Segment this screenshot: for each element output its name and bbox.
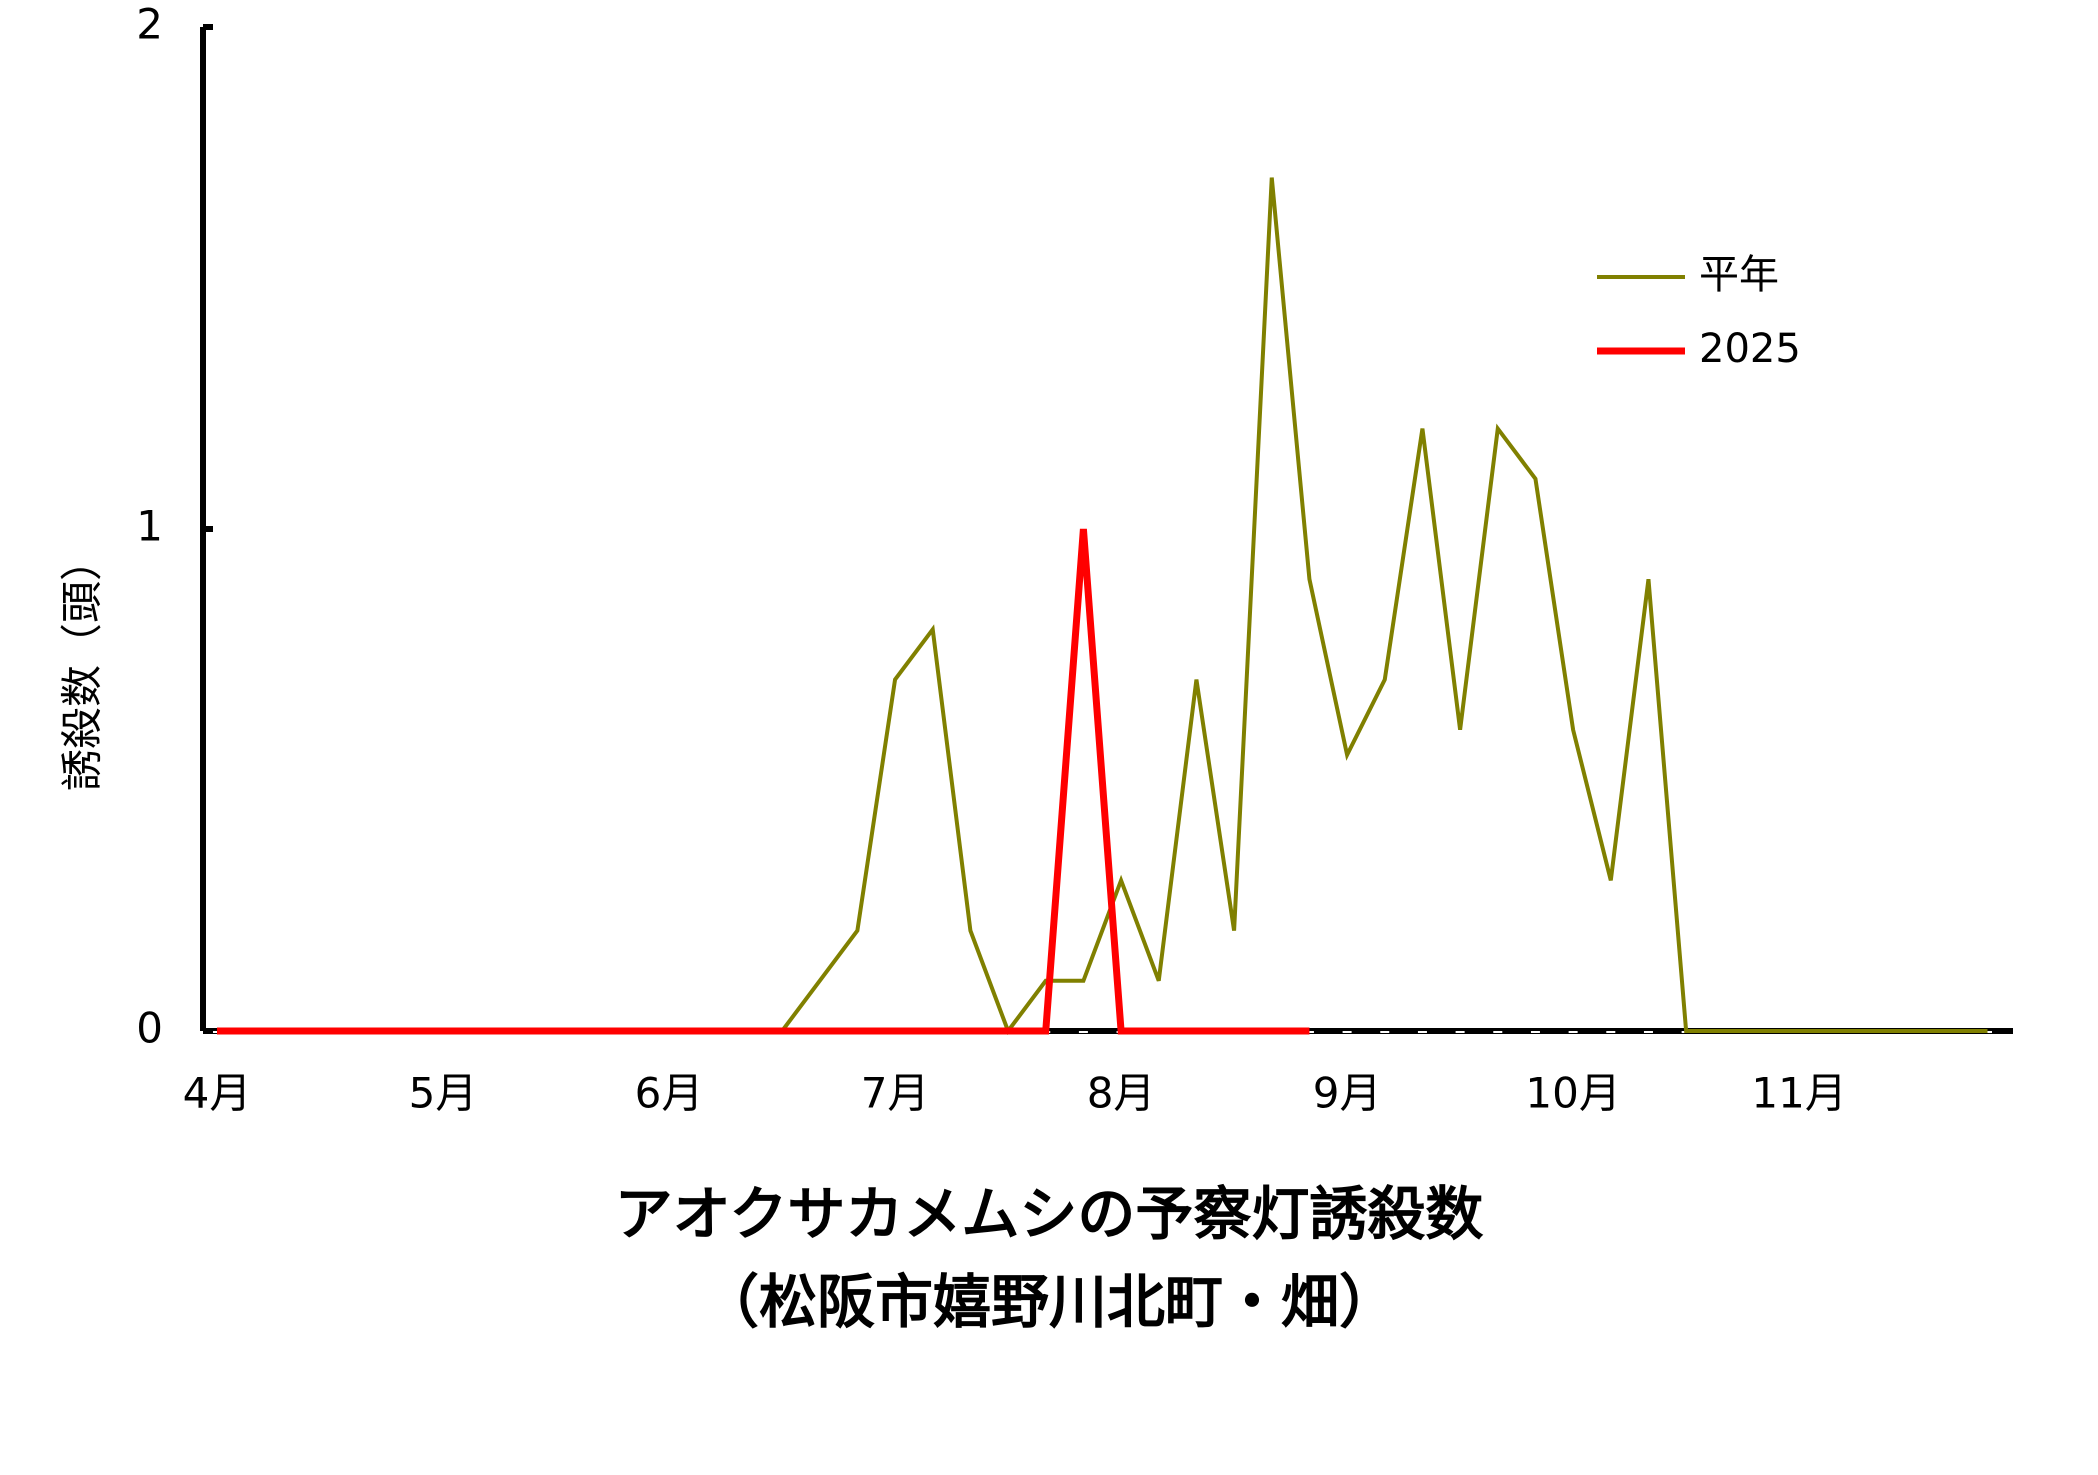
- x-tick-label: 5月: [409, 1069, 478, 1118]
- legend-label: 平年: [1699, 252, 1779, 298]
- y-tick-label: 1: [136, 502, 163, 551]
- x-tick-label: 6月: [635, 1069, 704, 1118]
- series-line: [217, 528, 1310, 1035]
- legend-label: 2025: [1699, 326, 1801, 372]
- series-line: [217, 177, 1988, 1036]
- x-tick-label: 4月: [183, 1069, 252, 1118]
- y-tick-label: 2: [136, 0, 163, 49]
- x-tick-label: 9月: [1313, 1069, 1382, 1118]
- x-tick-label: 10月: [1525, 1069, 1620, 1118]
- x-tick-label: 7月: [861, 1069, 930, 1118]
- chart-subtitle: （松阪市嬉野川北町・畑）: [701, 1268, 1397, 1336]
- chart-title: アオクサカメムシの予察灯誘殺数: [615, 1180, 1484, 1248]
- x-tick-label: 8月: [1087, 1069, 1156, 1118]
- y-tick-label: 0: [136, 1004, 163, 1053]
- x-tick-label: 11月: [1751, 1069, 1846, 1118]
- y-axis-label: 誘殺数（頭）: [58, 539, 107, 791]
